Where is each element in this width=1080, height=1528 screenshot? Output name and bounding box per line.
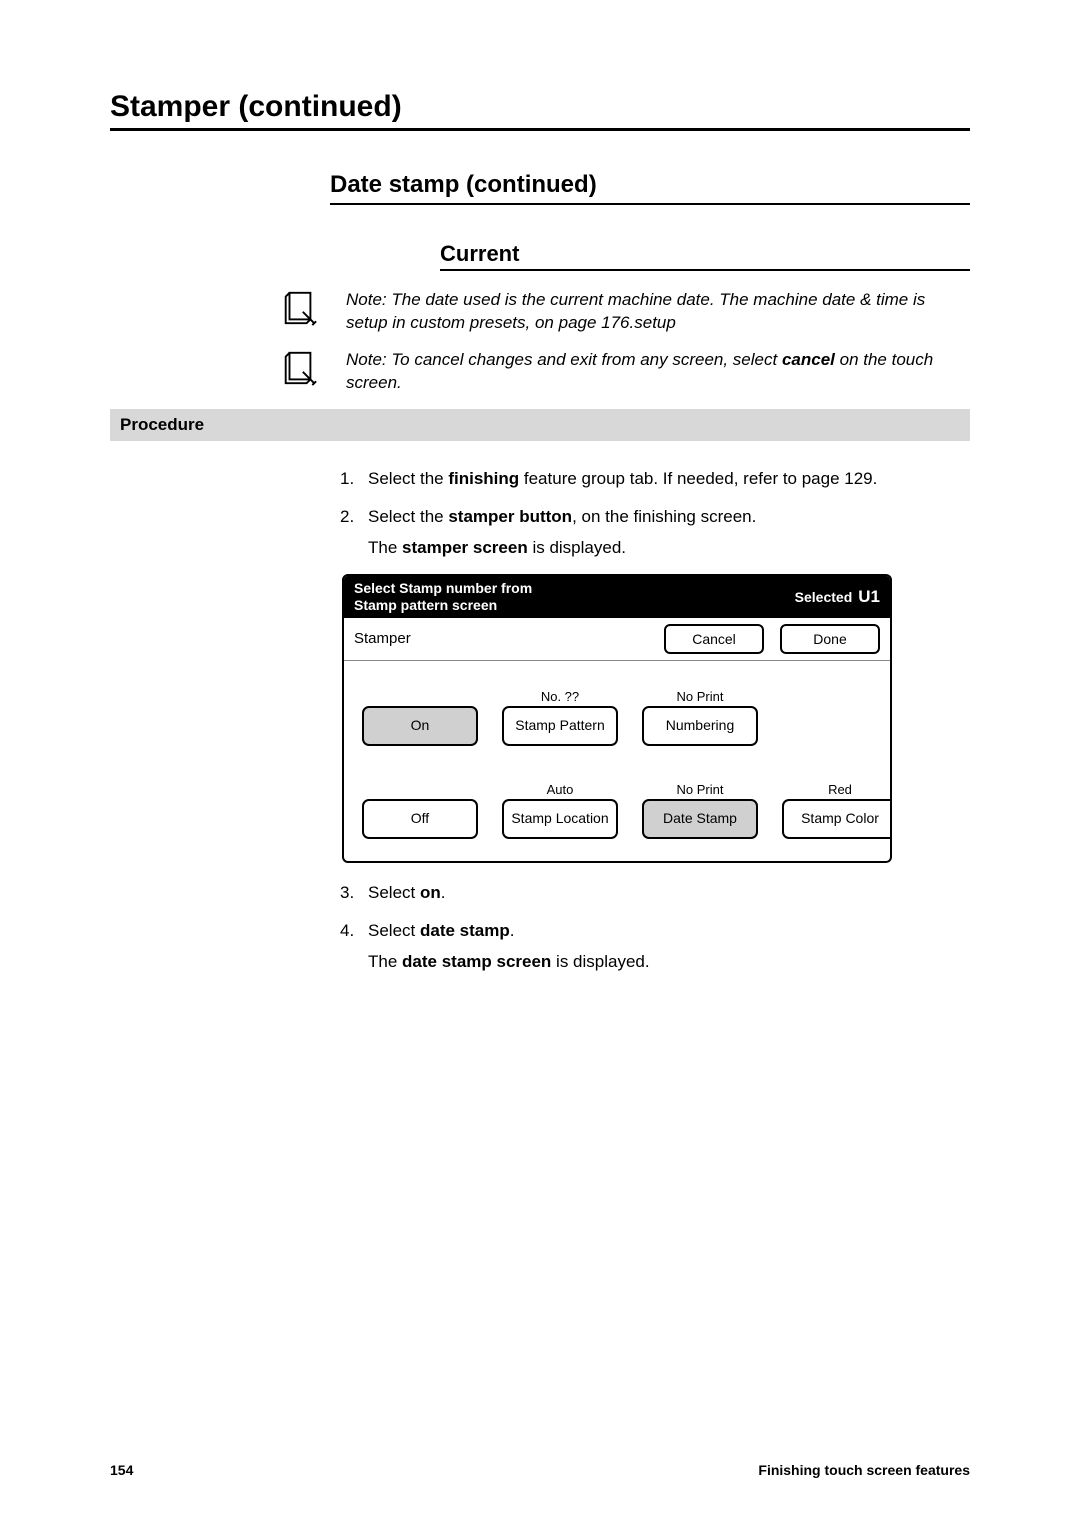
- subsection-title: Current: [440, 241, 970, 271]
- stamp-pattern-button[interactable]: Stamp Pattern: [502, 706, 618, 746]
- step-number: 1.: [340, 467, 368, 491]
- note-row: Note: The date used is the current machi…: [280, 289, 970, 335]
- step-text: .: [510, 921, 515, 940]
- step-text: Select the: [368, 507, 448, 526]
- step-emph: finishing: [448, 469, 519, 488]
- section-title: Date stamp (continued): [330, 171, 970, 205]
- stamp-location-button[interactable]: Stamp Location: [502, 799, 618, 839]
- page-number: 154: [110, 1462, 133, 1478]
- step-number: 3.: [340, 881, 368, 905]
- caption: No Print: [677, 689, 724, 704]
- note-text: Note: The date used is the current machi…: [346, 289, 970, 335]
- note-text-part: Note: To cancel changes and exit from an…: [346, 350, 782, 369]
- caption: No Print: [677, 782, 724, 797]
- step-emph: date stamp screen: [402, 952, 551, 971]
- panel-header: Select Stamp number from Stamp pattern s…: [344, 576, 890, 618]
- procedure-heading: Procedure: [110, 409, 970, 441]
- panel-selected-value: U1: [858, 587, 880, 607]
- step-emph: stamper screen: [402, 538, 528, 557]
- step-text: is displayed.: [528, 538, 626, 557]
- step-item: 2. Select the stamper button, on the fin…: [340, 505, 970, 561]
- note-row: Note: To cancel changes and exit from an…: [280, 349, 970, 395]
- step-number: 2.: [340, 505, 368, 561]
- step-text: Select: [368, 883, 420, 902]
- step-item: 3. Select on.: [340, 881, 970, 905]
- note-icon: [280, 289, 318, 327]
- note-text-emph: cancel: [782, 350, 835, 369]
- caption-spacer: [418, 689, 422, 704]
- caption-spacer: [838, 689, 842, 704]
- footer-section: Finishing touch screen features: [758, 1462, 970, 1478]
- on-button[interactable]: On: [362, 706, 478, 746]
- step-emph: stamper button: [448, 507, 572, 526]
- caption-spacer: [418, 782, 422, 797]
- step-text: is displayed.: [551, 952, 649, 971]
- step-text: Select: [368, 921, 420, 940]
- panel-selected-label: Selected: [795, 589, 853, 605]
- step-emph: date stamp: [420, 921, 510, 940]
- caption: Red: [828, 782, 852, 797]
- off-button[interactable]: Off: [362, 799, 478, 839]
- note-icon: [280, 349, 318, 387]
- caption: Auto: [547, 782, 574, 797]
- caption: No. ??: [541, 689, 579, 704]
- step-text: feature group tab. If needed, refer to p…: [519, 469, 877, 488]
- step-item: 1. Select the finishing feature group ta…: [340, 467, 970, 491]
- date-stamp-button[interactable]: Date Stamp: [642, 799, 758, 839]
- step-emph: on: [420, 883, 441, 902]
- step-number: 4.: [340, 919, 368, 975]
- step-text: Select the: [368, 469, 448, 488]
- panel-header-line: Stamp pattern screen: [354, 597, 532, 614]
- step-text: .: [441, 883, 446, 902]
- page-title: Stamper (continued): [110, 90, 970, 131]
- stamper-panel: Select Stamp number from Stamp pattern s…: [342, 574, 892, 863]
- note-text: Note: To cancel changes and exit from an…: [346, 349, 970, 395]
- done-button[interactable]: Done: [780, 624, 880, 654]
- stamp-color-button[interactable]: Stamp Color: [782, 799, 892, 839]
- panel-header-line: Select Stamp number from: [354, 580, 532, 597]
- step-text: The: [368, 538, 402, 557]
- cancel-button[interactable]: Cancel: [664, 624, 764, 654]
- panel-title: Stamper: [354, 630, 411, 647]
- step-text: , on the finishing screen.: [572, 507, 756, 526]
- step-item: 4. Select date stamp. The date stamp scr…: [340, 919, 970, 975]
- numbering-button[interactable]: Numbering: [642, 706, 758, 746]
- step-text: The: [368, 952, 402, 971]
